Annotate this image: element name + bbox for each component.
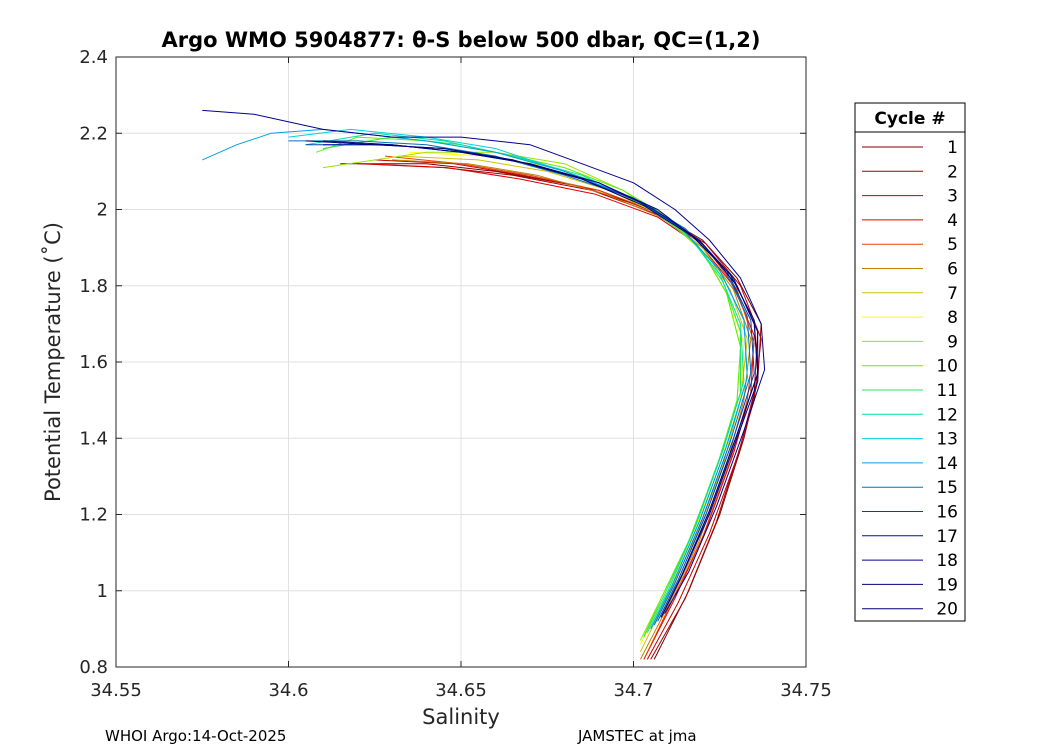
y-tick-label: 0.8 (79, 657, 108, 678)
legend-label-cycle-14: 14 (936, 454, 958, 474)
legend-label-cycle-1: 1 (947, 138, 958, 158)
y-tick-label: 2 (97, 200, 108, 221)
legend-label-cycle-17: 17 (936, 527, 958, 547)
legend-label-cycle-8: 8 (947, 308, 958, 328)
y-axis-label: Potential Temperature (˚C) (41, 222, 65, 502)
series-line-cycle-7 (398, 155, 748, 653)
axis-ticks: 34.55 34.6 34.65 34.7 34.75 0.8 1 1.2 1.4 1.6 1.8 2… (79, 47, 831, 701)
x-axis-label: Salinity (422, 705, 500, 729)
legend-label-cycle-9: 9 (947, 332, 958, 352)
series-line-cycle-4 (364, 163, 755, 660)
series-line-cycle-20 (305, 140, 759, 618)
y-tick-label: 2.4 (79, 47, 108, 68)
y-tick-label: 2.2 (79, 123, 108, 144)
grid (116, 57, 806, 667)
x-tick-label: 34.55 (90, 680, 142, 701)
series-line-cycle-18 (202, 109, 766, 614)
plot-frame (115, 56, 807, 668)
legend-label-cycle-20: 20 (936, 600, 958, 620)
y-tick-label: 1.4 (79, 428, 108, 449)
footer-right-credit: JAMSTEC at jma (577, 727, 697, 745)
legend-label-cycle-16: 16 (936, 503, 958, 523)
legend-title: Cycle # (874, 109, 945, 129)
y-tick-label: 1 (97, 581, 108, 602)
x-tick-label: 34.6 (268, 680, 308, 701)
legend-label-cycle-7: 7 (947, 284, 958, 304)
series-line-cycle-12 (305, 132, 745, 633)
legend-label-cycle-2: 2 (947, 162, 958, 182)
y-tick-label: 1.8 (79, 276, 108, 297)
legend-label-cycle-12: 12 (936, 405, 958, 425)
legend-label-cycle-10: 10 (936, 357, 958, 377)
legend-label-cycle-4: 4 (947, 211, 958, 231)
legend-label-cycle-5: 5 (947, 235, 958, 255)
legend-box (854, 102, 966, 622)
series-group (202, 109, 766, 660)
legend-label-cycle-15: 15 (936, 478, 958, 498)
footer-left-credit: WHOI Argo:14-Oct-2025 (105, 727, 286, 745)
x-tick-label: 34.65 (435, 680, 487, 701)
legend-label-cycle-3: 3 (947, 187, 958, 207)
series-line-cycle-5 (385, 155, 755, 660)
legend-label-cycle-6: 6 (947, 260, 958, 280)
series-line-cycle-1 (340, 163, 762, 660)
y-tick-label: 1.6 (79, 352, 108, 373)
x-tick-label: 34.75 (780, 680, 832, 701)
legend-label-cycle-11: 11 (936, 381, 958, 401)
series-line-cycle-3 (374, 159, 762, 660)
series-line-cycle-19 (322, 140, 759, 618)
series-line-cycle-6 (391, 159, 752, 660)
chart-title: Argo WMO 5904877: θ-S below 500 dbar, QC… (162, 28, 761, 52)
legend-label-cycle-13: 13 (936, 430, 958, 450)
legend-label-cycle-19: 19 (936, 575, 958, 595)
x-tick-label: 34.7 (613, 680, 653, 701)
y-tick-label: 1.2 (79, 505, 108, 526)
legend-label-cycle-18: 18 (936, 551, 958, 571)
